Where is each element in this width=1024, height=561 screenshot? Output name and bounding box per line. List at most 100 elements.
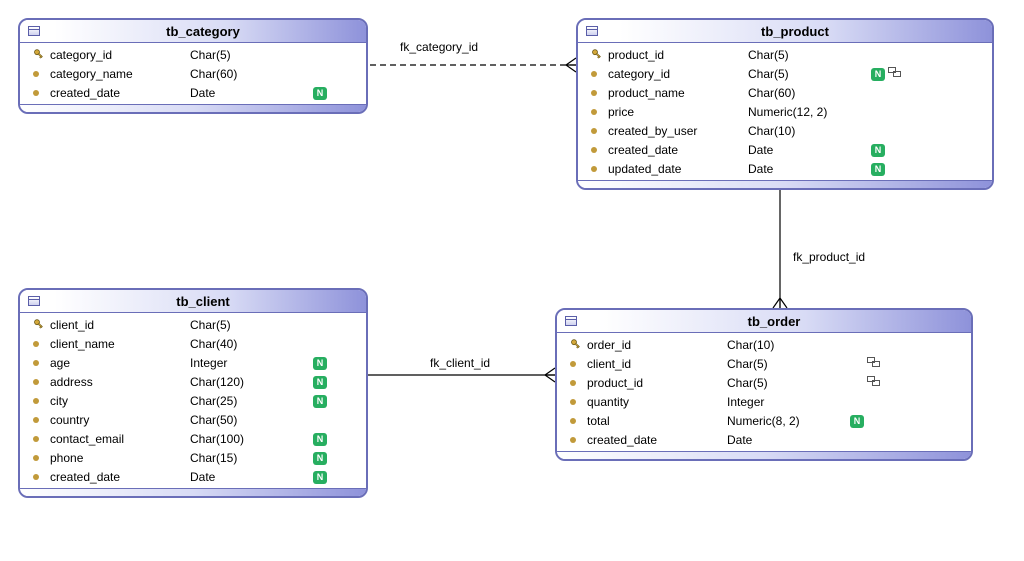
- relationship-label: fk_product_id: [793, 250, 865, 264]
- fk-indicator: [888, 67, 912, 81]
- column-name: product_id: [587, 376, 727, 390]
- column-name: total: [587, 414, 727, 428]
- column-type: Char(60): [748, 86, 868, 100]
- column-bullet-icon: [588, 162, 602, 176]
- column-type: Char(100): [190, 432, 310, 446]
- column-bullet-icon: [30, 413, 44, 427]
- column-type: Char(40): [190, 337, 310, 351]
- column-type: Char(5): [190, 48, 310, 62]
- column-type: Date: [190, 470, 310, 484]
- table-header: tb_product: [578, 20, 992, 43]
- column-bullet-icon: [30, 394, 44, 408]
- column-name: phone: [50, 451, 190, 465]
- column-type: Date: [190, 86, 310, 100]
- table-body: product_idChar(5)category_idChar(5)Nprod…: [578, 43, 992, 180]
- table-body: client_idChar(5)client_nameChar(40)ageIn…: [20, 313, 366, 488]
- column-row: client_idChar(5): [20, 315, 366, 334]
- column-row: created_dateDateN: [578, 140, 992, 159]
- column-bullet-icon: [30, 470, 44, 484]
- column-type: Char(15): [190, 451, 310, 465]
- column-type: Char(50): [190, 413, 310, 427]
- column-name: age: [50, 356, 190, 370]
- column-bullet-icon: [30, 86, 44, 100]
- column-name: order_id: [587, 338, 727, 352]
- primary-key-icon: [588, 48, 602, 62]
- table-header: tb_order: [557, 310, 971, 333]
- column-bullet-icon: [588, 143, 602, 157]
- column-row: product_idChar(5): [557, 373, 971, 392]
- column-name: updated_date: [608, 162, 748, 176]
- column-bullet-icon: [30, 432, 44, 446]
- column-type: Integer: [727, 395, 847, 409]
- table-tb_order: tb_order order_idChar(10)client_idChar(5)…: [555, 308, 973, 461]
- table-title: tb_order: [585, 314, 963, 329]
- column-type: Char(5): [748, 48, 868, 62]
- table-footer: [20, 104, 366, 112]
- column-name: city: [50, 394, 190, 408]
- column-bullet-icon: [567, 414, 581, 428]
- window-icon: [565, 316, 577, 326]
- column-type: Date: [727, 433, 847, 447]
- column-row: category_idChar(5): [20, 45, 366, 64]
- column-name: country: [50, 413, 190, 427]
- nullable-badge: N: [310, 85, 330, 100]
- column-bullet-icon: [588, 124, 602, 138]
- column-name: created_date: [608, 143, 748, 157]
- fk-indicator: [867, 376, 891, 390]
- column-row: order_idChar(10): [557, 335, 971, 354]
- column-name: created_date: [587, 433, 727, 447]
- nullable-badge: N: [868, 161, 888, 176]
- nullable-badge: N: [310, 393, 330, 408]
- column-name: quantity: [587, 395, 727, 409]
- column-bullet-icon: [30, 451, 44, 465]
- column-type: Char(5): [727, 357, 847, 371]
- column-bullet-icon: [567, 376, 581, 390]
- relationship-fk_client_id: [368, 368, 555, 382]
- column-type: Char(10): [727, 338, 847, 352]
- nullable-badge: N: [868, 66, 888, 81]
- table-title: tb_category: [48, 24, 358, 39]
- column-row: totalNumeric(8, 2)N: [557, 411, 971, 430]
- column-row: cityChar(25)N: [20, 391, 366, 410]
- column-row: addressChar(120)N: [20, 372, 366, 391]
- window-icon: [586, 26, 598, 36]
- table-body: order_idChar(10)client_idChar(5)product_…: [557, 333, 971, 451]
- table-body: category_idChar(5)category_nameChar(60)c…: [20, 43, 366, 104]
- column-row: created_by_userChar(10): [578, 121, 992, 140]
- table-tb_client: tb_clientclient_idChar(5)client_nameChar…: [18, 288, 368, 498]
- window-icon: [28, 26, 40, 36]
- column-name: contact_email: [50, 432, 190, 446]
- column-name: client_name: [50, 337, 190, 351]
- primary-key-icon: [30, 48, 44, 62]
- nullable-badge: N: [868, 142, 888, 157]
- relationship-label: fk_category_id: [400, 40, 478, 54]
- column-name: created_date: [50, 470, 190, 484]
- nullable-badge: N: [310, 431, 330, 446]
- column-name: category_id: [50, 48, 190, 62]
- column-name: price: [608, 105, 748, 119]
- table-header: tb_client: [20, 290, 366, 313]
- column-type: Char(5): [190, 318, 310, 332]
- column-row: contact_emailChar(100)N: [20, 429, 366, 448]
- column-bullet-icon: [588, 67, 602, 81]
- column-type: Char(60): [190, 67, 310, 81]
- column-bullet-icon: [588, 105, 602, 119]
- column-type: Char(5): [748, 67, 868, 81]
- table-footer: [20, 488, 366, 496]
- column-type: Char(25): [190, 394, 310, 408]
- column-row: updated_dateDateN: [578, 159, 992, 178]
- column-name: created_date: [50, 86, 190, 100]
- relationship-label: fk_client_id: [430, 356, 490, 370]
- nullable-badge: N: [310, 469, 330, 484]
- nullable-badge: N: [847, 413, 867, 428]
- column-type: Char(120): [190, 375, 310, 389]
- column-name: product_id: [608, 48, 748, 62]
- table-header: tb_category: [20, 20, 366, 43]
- column-row: quantityInteger: [557, 392, 971, 411]
- column-row: created_dateDateN: [20, 83, 366, 102]
- column-row: priceNumeric(12, 2): [578, 102, 992, 121]
- column-name: address: [50, 375, 190, 389]
- column-type: Date: [748, 143, 868, 157]
- window-icon: [28, 296, 40, 306]
- table-footer: [578, 180, 992, 188]
